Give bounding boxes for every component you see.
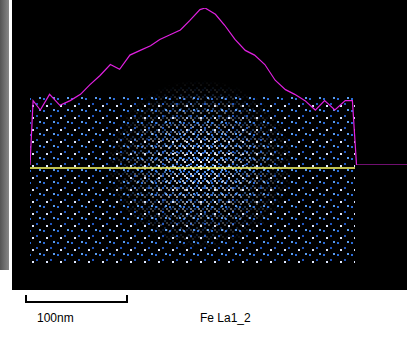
svg-text:100nm: 100nm	[37, 311, 74, 325]
svg-text:Fe La1_2: Fe La1_2	[200, 311, 251, 325]
